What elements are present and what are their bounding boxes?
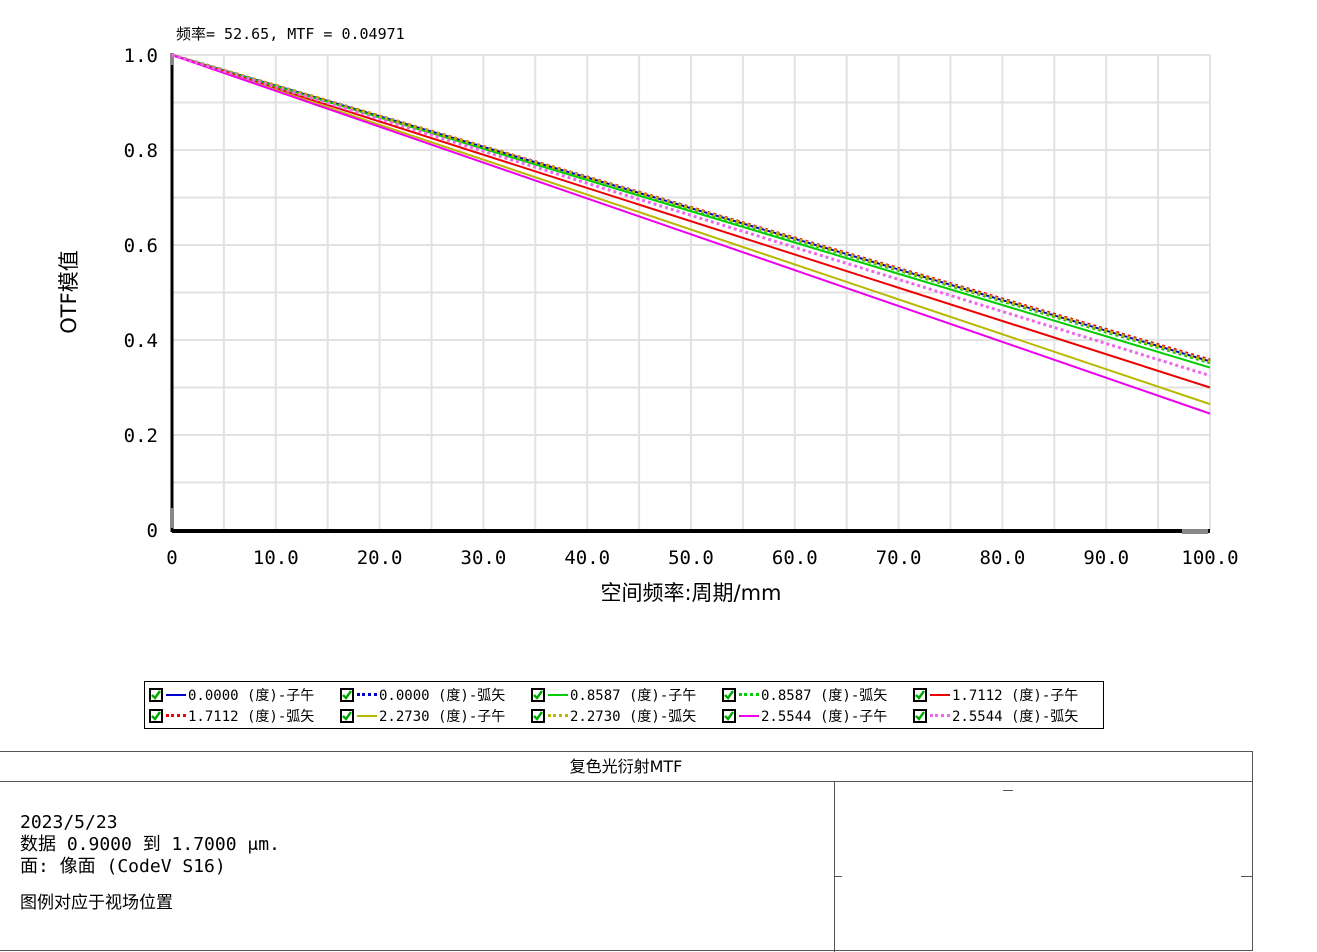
legend-item[interactable]: 2.2730 (度)-弧矢	[531, 706, 722, 726]
info-details: 2023/5/23 数据 0.9000 到 1.7000 μm. 面: 像面 (…	[20, 812, 280, 914]
y-tick-label: 1.0	[124, 45, 158, 67]
mtf-chart: 0 10.0 20.0 30.0 40.0 50.0 60.0 70.0 80.0 90.0 100…	[57, 25, 1239, 605]
chart-axes	[170, 53, 1210, 534]
axis-cap	[170, 53, 174, 65]
y-tick-label: 0.4	[124, 330, 158, 352]
x-tick-label: 10.0	[253, 547, 299, 569]
checkbox-checked-icon[interactable]	[722, 687, 736, 702]
legend-label: 2.2730 (度)-弧矢	[570, 708, 697, 725]
legend-swatch	[930, 714, 950, 717]
legend-swatch	[548, 714, 568, 717]
legend-swatch	[357, 714, 377, 717]
y-tick-label: 0.2	[124, 425, 158, 447]
info-panel-title: 复色光衍射MTF	[0, 752, 1252, 782]
legend-swatch	[548, 693, 568, 696]
info-date: 2023/5/23	[20, 812, 118, 833]
checkbox-checked-icon[interactable]	[722, 708, 736, 723]
legend-swatch	[739, 693, 759, 696]
legend-label: 2.5544 (度)-子午	[761, 708, 888, 725]
legend-swatch	[166, 714, 186, 717]
legend-swatch	[166, 693, 186, 696]
y-axis-label: OTF模值	[57, 250, 81, 333]
chart-ticks: 0 10.0 20.0 30.0 40.0 50.0 60.0 70.0 80.0 90.0 100…	[124, 45, 1239, 569]
panel-tick	[834, 876, 842, 877]
checkbox-checked-icon[interactable]	[340, 708, 354, 723]
panel-tick	[1241, 876, 1253, 877]
series-line	[171, 54, 1211, 415]
info-surface: 面: 像面 (CodeV S16)	[20, 856, 226, 877]
legend-item[interactable]: 2.2730 (度)-子午	[340, 706, 531, 726]
axis-cap	[170, 508, 174, 528]
series-line	[171, 53, 1211, 378]
legend-item[interactable]: 0.0000 (度)-弧矢	[340, 685, 531, 705]
legend-row: 0.0000 (度)-子午 0.0000 (度)-弧矢 0.8587 (度)-子午 0…	[149, 684, 1103, 705]
chart-series	[171, 53, 1211, 415]
x-tick-label: 80.0	[980, 547, 1026, 569]
chart-legend: 0.0000 (度)-子午 0.0000 (度)-弧矢 0.8587 (度)-子午 0…	[144, 681, 1104, 729]
legend-item[interactable]: 1.7112 (度)-子午	[913, 685, 1104, 705]
legend-label: 1.7112 (度)-弧矢	[188, 708, 315, 725]
legend-item[interactable]: 2.5544 (度)-弧矢	[913, 706, 1104, 726]
legend-label: 2.2730 (度)-子午	[379, 708, 506, 725]
legend-item[interactable]: 1.7112 (度)-弧矢	[149, 706, 340, 726]
info-legend-note: 图例对应于视场位置	[20, 893, 173, 913]
chart-grid	[171, 54, 1211, 531]
legend-item[interactable]: 0.8587 (度)-弧矢	[722, 685, 913, 705]
legend-label: 0.0000 (度)-弧矢	[379, 687, 506, 704]
info-divider	[834, 782, 835, 952]
legend-item[interactable]: 0.8587 (度)-子午	[531, 685, 722, 705]
checkbox-checked-icon[interactable]	[913, 687, 927, 702]
x-tick-label: 50.0	[668, 547, 714, 569]
checkbox-checked-icon[interactable]	[531, 687, 545, 702]
legend-label: 2.5544 (度)-弧矢	[952, 708, 1079, 725]
checkbox-checked-icon[interactable]	[531, 708, 545, 723]
legend-label: 0.0000 (度)-子午	[188, 687, 315, 704]
axis-cap	[1182, 529, 1208, 534]
legend-label: 1.7112 (度)-子午	[952, 687, 1079, 704]
checkbox-checked-icon[interactable]	[340, 687, 354, 702]
checkbox-checked-icon[interactable]	[913, 708, 927, 723]
legend-label: 0.8587 (度)-子午	[570, 687, 697, 704]
series-line	[171, 53, 1211, 363]
x-axis-label: 空间频率:周期/mm	[600, 581, 781, 605]
x-tick-label: 40.0	[564, 547, 610, 569]
x-tick-label: 100.0	[1181, 547, 1238, 569]
x-tick-label: 90.0	[1083, 547, 1129, 569]
panel-tick	[1003, 790, 1013, 791]
info-panel: 复色光衍射MTF 2023/5/23 数据 0.9000 到 1.7000 μm…	[0, 751, 1253, 952]
legend-row: 1.7112 (度)-弧矢 2.2730 (度)-子午 2.2730 (度)-弧矢 2…	[149, 705, 1103, 726]
x-tick-label: 0	[166, 547, 177, 569]
x-tick-label: 70.0	[876, 547, 922, 569]
legend-item[interactable]: 0.0000 (度)-子午	[149, 685, 340, 705]
x-tick-label: 30.0	[461, 547, 507, 569]
legend-item[interactable]: 2.5544 (度)-子午	[722, 706, 913, 726]
y-tick-label: 0	[147, 520, 158, 542]
checkbox-checked-icon[interactable]	[149, 708, 163, 723]
y-tick-label: 0.8	[124, 140, 158, 162]
series-line	[171, 54, 1211, 406]
legend-swatch	[930, 693, 950, 696]
x-tick-label: 60.0	[772, 547, 818, 569]
x-tick-label: 20.0	[357, 547, 403, 569]
legend-label: 0.8587 (度)-弧矢	[761, 687, 888, 704]
legend-swatch	[357, 693, 377, 696]
legend-swatch	[739, 714, 759, 717]
cursor-readout: 频率= 52.65, MTF = 0.04971	[176, 25, 405, 43]
series-line	[171, 54, 1211, 389]
info-data-range: 数据 0.9000 到 1.7000 μm.	[20, 834, 280, 855]
y-tick-label: 0.6	[124, 235, 158, 257]
checkbox-checked-icon[interactable]	[149, 687, 163, 702]
